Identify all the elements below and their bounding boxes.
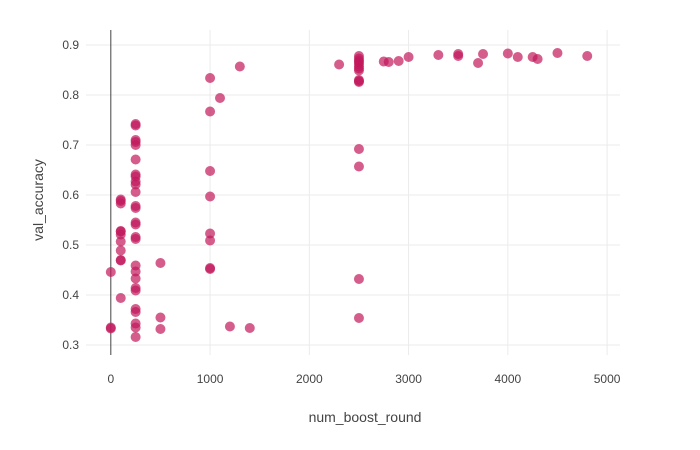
x-tick-label: 2000: [296, 372, 323, 386]
data-point: [130, 217, 141, 228]
data-point: [155, 324, 166, 334]
data-point: [353, 313, 364, 323]
data-point: [433, 50, 444, 60]
data-point: [155, 258, 166, 268]
y-gridlines: [86, 44, 620, 346]
data-point: [115, 226, 126, 236]
data-point: [115, 255, 126, 265]
data-point: [130, 135, 141, 145]
data-point: [205, 191, 216, 202]
x-tick-label: 3000: [395, 372, 422, 386]
data-point: [130, 187, 141, 197]
x-tick-label: 4000: [494, 372, 521, 386]
data-point: [353, 75, 364, 85]
data-point: [353, 144, 364, 154]
data-point: [130, 273, 141, 284]
data-point: [403, 52, 414, 62]
data-point: [130, 260, 141, 271]
data-point: [353, 274, 364, 284]
y-tick-label: 0.8: [62, 88, 79, 102]
data-point: [224, 321, 235, 332]
data-point: [214, 93, 225, 103]
y-tick-labels: 0.3 0.4 0.5 0.6 0.7 0.8 0.9: [62, 38, 79, 352]
data-point: [130, 201, 141, 211]
data-point: [205, 106, 216, 117]
data-point: [205, 166, 216, 176]
y-tick-label: 0.6: [62, 188, 79, 202]
data-point: [130, 304, 141, 314]
data-point: [130, 283, 141, 293]
data-point: [130, 332, 141, 342]
data-point: [582, 51, 593, 61]
data-point: [353, 51, 364, 61]
data-point: [512, 52, 523, 62]
data-point: [115, 236, 126, 247]
x-tick-label: 1000: [197, 372, 224, 386]
data-point: [155, 312, 166, 323]
x-tick-labels: 0 1000 2000 3000 4000 5000: [107, 372, 620, 386]
data-point: [234, 61, 245, 72]
data-point: [532, 54, 543, 64]
data-point: [205, 235, 216, 246]
data-point: [552, 48, 563, 58]
data-point: [453, 49, 464, 59]
data-point: [393, 56, 404, 66]
data-point: [130, 232, 141, 242]
data-point: [383, 57, 394, 67]
data-points: [105, 48, 593, 342]
y-tick-label: 0.9: [62, 38, 79, 52]
y-tick-label: 0.7: [62, 138, 79, 152]
y-axis-title: val_accuracy: [30, 159, 46, 241]
y-tick-label: 0.3: [62, 338, 79, 352]
data-point: [473, 58, 484, 68]
data-point: [130, 169, 141, 180]
data-point: [353, 161, 364, 172]
data-point: [105, 322, 116, 333]
x-tick-label: 5000: [594, 372, 621, 386]
data-point: [205, 263, 216, 273]
x-tick-label: 0: [107, 372, 114, 386]
data-point: [334, 59, 345, 70]
data-point: [502, 48, 513, 59]
data-point: [205, 73, 216, 83]
y-tick-label: 0.5: [62, 238, 79, 252]
data-point: [130, 119, 141, 129]
data-point: [115, 245, 126, 256]
y-tick-label: 0.4: [62, 288, 79, 302]
data-point: [205, 228, 216, 239]
data-point: [130, 154, 141, 165]
x-gridlines: [209, 30, 608, 355]
data-point: [105, 267, 116, 277]
data-point: [115, 293, 126, 303]
x-axis-title: num_boost_round: [309, 409, 422, 425]
data-point: [244, 323, 255, 333]
data-point: [115, 194, 126, 205]
data-point: [130, 318, 141, 329]
data-point: [478, 49, 489, 59]
